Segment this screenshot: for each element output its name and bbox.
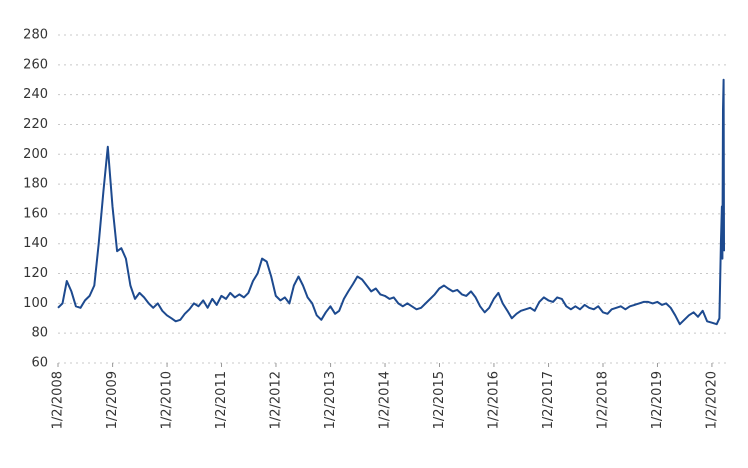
y-tick-label: 60 [31,356,48,371]
y-tick-label: 120 [23,266,48,281]
x-tick-label: 1/2/2015 [432,371,447,429]
x-tick-label: 1/2/2011 [214,371,229,429]
x-tick-label: 1/2/2013 [323,371,338,429]
x-tick-label: 1/2/2020 [704,371,719,429]
y-tick-label: 200 [23,147,48,162]
y-tick-label: 160 [23,206,48,221]
y-tick-label: 80 [31,326,48,341]
x-tick-label: 1/2/2016 [486,371,501,429]
x-tick-label: 1/2/2008 [51,371,66,429]
line [57,78,725,326]
y-tick-label: 280 [23,28,48,43]
x-tick-label: 1/2/2012 [268,371,283,429]
x-tick-label: 1/2/2019 [650,371,665,429]
x-tick-label: 1/2/2010 [160,371,175,429]
x-tick-label: 1/2/2018 [596,371,611,429]
x-tick-label: 1/2/2009 [105,371,120,429]
y-tick-label: 140 [23,236,48,251]
y-tick-label: 220 [23,117,48,132]
y-tick-label: 100 [23,296,48,311]
x-tick-label: 1/2/2017 [541,371,556,429]
y-tick-label: 180 [23,177,48,192]
y-tick-label: 260 [23,57,48,72]
x-tick-label: 1/2/2014 [378,371,393,429]
y-tick-label: 240 [23,87,48,102]
